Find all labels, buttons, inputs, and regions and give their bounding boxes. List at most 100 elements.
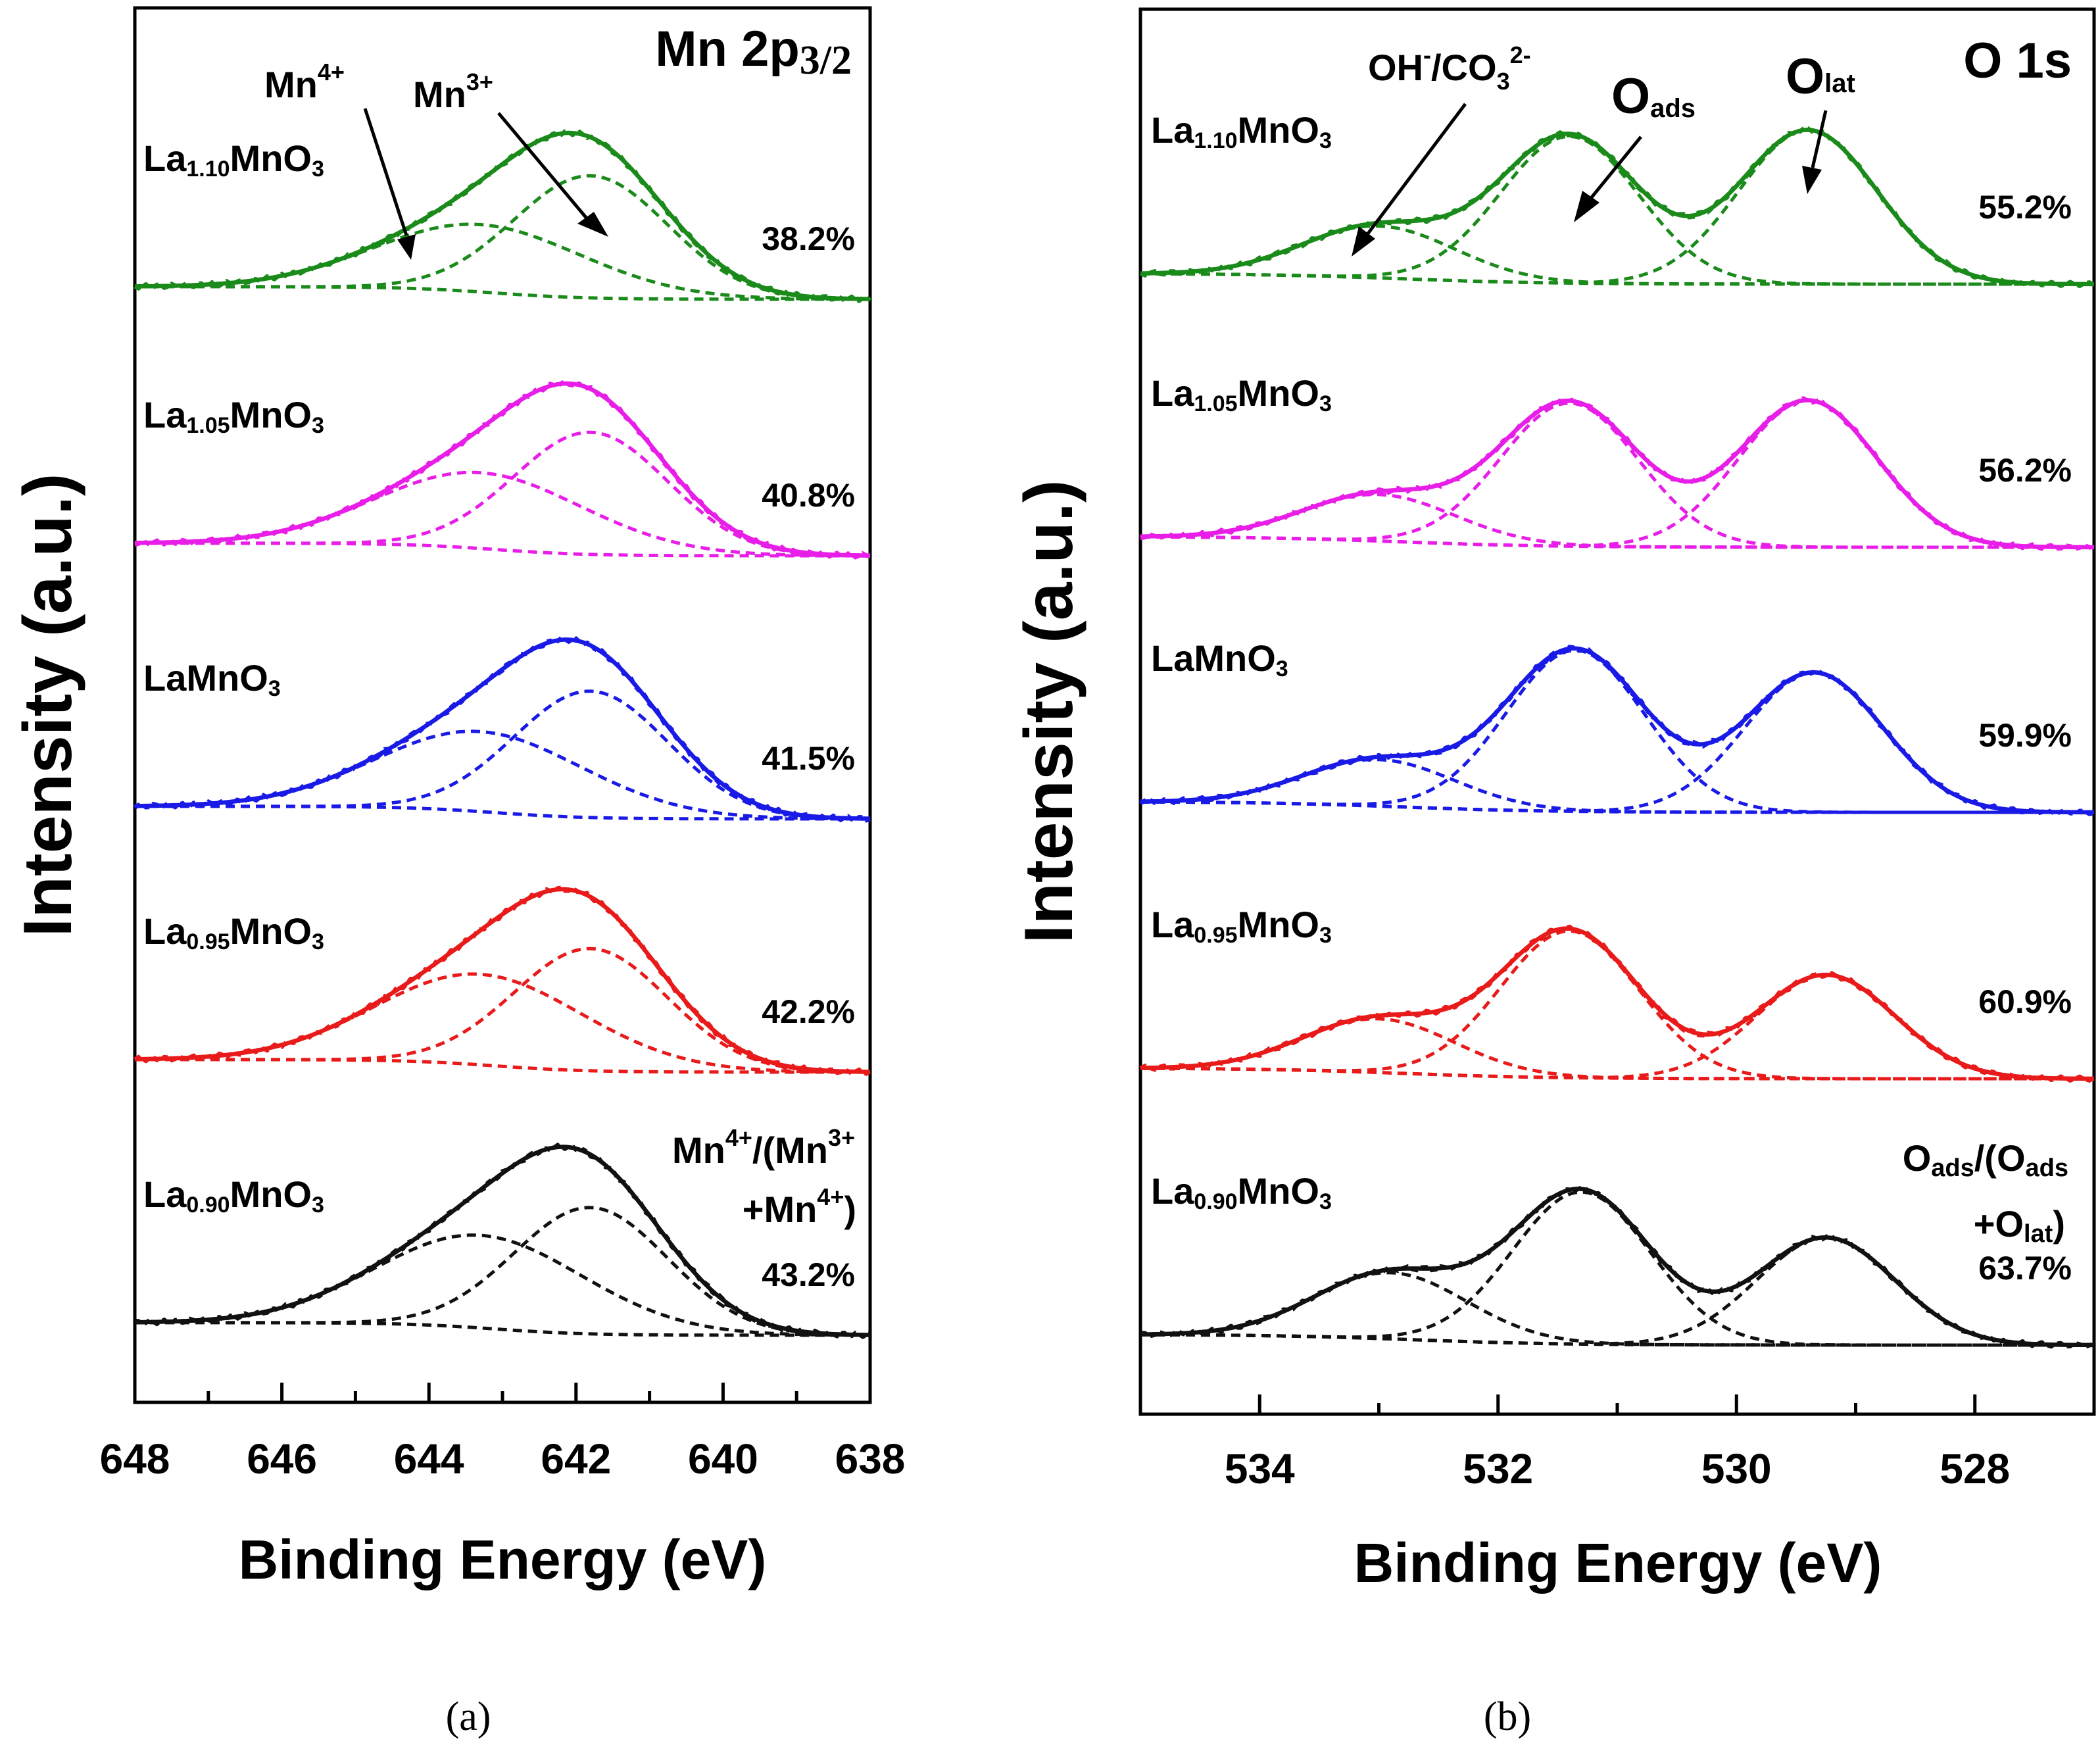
sample-label-LaMnO3: LaMnO3	[143, 657, 281, 701]
sample-label-La0.95MnO3: La0.95MnO3	[1151, 904, 1332, 948]
o-ads-peak-label: Oads	[1611, 68, 1696, 124]
panel-b-x-axis-label: Binding Energy (eV)	[1354, 1532, 1882, 1594]
panel-a-labels: La1.10MnO3 38.2% La1.05MnO3 40.8% LaMnO3 41.5…	[143, 137, 855, 1293]
panel-a-caption: (a)	[446, 1694, 491, 1739]
x-tick-label-532: 532	[1463, 1445, 1533, 1492]
mn4-peak-label: Mn4+	[264, 59, 345, 105]
component-1-La1.10MnO3	[1140, 224, 2094, 286]
component-2-La0.90MnO3	[135, 1206, 870, 1337]
component-3-La0.95MnO3	[1140, 973, 2094, 1081]
component-3-La0.90MnO3	[1140, 1236, 2094, 1347]
component-2-La1.05MnO3	[1140, 401, 2094, 549]
panel-b-caption: (b)	[1484, 1694, 1531, 1739]
panel-a-title-main: Mn 2p	[655, 21, 800, 77]
sample-label-La0.90MnO3: La0.90MnO3	[1151, 1170, 1332, 1214]
series-La1.05MnO3	[1140, 396, 2095, 552]
panel-a: 648 646 644 642 640 638 La1.10MnO3 38.2% La1.05…	[10, 6, 906, 1590]
series-La1.10MnO3	[134, 129, 872, 304]
series-La0.90MnO3	[1140, 1185, 2095, 1350]
component-3-La1.10MnO3	[1140, 128, 2095, 286]
panel-b-y-axis-label: Intensity (a.u.)	[1011, 480, 1087, 944]
mn3-arrowhead	[577, 212, 608, 237]
component-3-La1.05MnO3	[1140, 399, 2095, 549]
panel-b: 534 532 530 528 La1.10MnO3 55.2% La1.05MnO3 56…	[1011, 7, 2096, 1594]
panel-b-title: O 1s	[1963, 33, 2072, 89]
o-ads-arrow	[1590, 135, 1642, 199]
ratio-value-La1.10MnO3: 55.2%	[1978, 189, 2072, 226]
fit-envelope-La1.10MnO3	[134, 130, 870, 301]
o-lat-arrow	[1811, 110, 1828, 168]
sample-label-La0.90MnO3: La0.90MnO3	[143, 1173, 324, 1218]
series-La0.90MnO3	[134, 1143, 871, 1340]
sample-label-LaMnO3: LaMnO3	[1151, 637, 1288, 681]
x-tick-label-648: 648	[100, 1435, 170, 1483]
sample-label-La0.95MnO3: La0.95MnO3	[143, 910, 324, 954]
panel-a-title-sub: 3/2	[800, 38, 852, 83]
x-tick-label-530: 530	[1701, 1445, 1772, 1492]
fit-envelope-LaMnO3	[134, 637, 871, 821]
panel-a-ratio-label-line1: Mn4+/(Mn3+	[672, 1124, 855, 1171]
sample-label-La1.10MnO3: La1.10MnO3	[143, 137, 324, 182]
series-La0.95MnO3	[134, 885, 871, 1076]
sample-label-La1.05MnO3: La1.05MnO3	[143, 394, 324, 438]
sample-label-La1.05MnO3: La1.05MnO3	[1151, 372, 1332, 416]
component-2-La0.95MnO3	[135, 947, 870, 1074]
x-tick-label-646: 646	[247, 1435, 317, 1483]
component-3-LaMnO3	[1140, 671, 2094, 814]
panel-a-x-axis-label: Binding Energy (eV)	[239, 1529, 767, 1590]
ratio-value-LaMnO3: 41.5%	[762, 740, 855, 777]
fit-envelope-La1.10MnO3	[1140, 128, 2095, 287]
mn3-peak-label: Mn3+	[413, 68, 493, 115]
x-tick-label-638: 638	[835, 1435, 906, 1483]
raw-data-La1.05MnO3	[1140, 396, 2095, 552]
panel-b-curves	[1139, 126, 2095, 1350]
panel-b-ratio-label-line2: +Olat)	[1974, 1203, 2065, 1248]
ratio-value-La1.10MnO3: 38.2%	[762, 220, 855, 257]
component-2-La1.10MnO3	[1140, 134, 2094, 286]
fit-envelope-La0.95MnO3	[1140, 926, 2094, 1081]
x-tick-label-640: 640	[688, 1435, 758, 1483]
o-lat-arrowhead	[1802, 166, 1822, 194]
panel-b-ratio-label-line1: Oads/(Oads	[1903, 1137, 2068, 1182]
ratio-value-La0.95MnO3: 60.9%	[1978, 983, 2072, 1020]
sample-label-La1.10MnO3: La1.10MnO3	[1151, 109, 1332, 153]
mn3-arrow	[497, 112, 589, 220]
background-La1.05MnO3	[135, 541, 870, 558]
oh-co3-peak-label: OH-/CO32-	[1368, 41, 1531, 95]
oh-co3-arrowhead	[1352, 226, 1375, 257]
fit-envelope-La0.95MnO3	[135, 887, 871, 1074]
series-LaMnO3	[134, 635, 871, 823]
mn4-arrowhead	[397, 234, 416, 260]
series-La0.95MnO3	[1139, 924, 2095, 1083]
series-La1.10MnO3	[1139, 126, 2095, 289]
x-tick-label-642: 642	[541, 1435, 611, 1483]
mn4-arrow	[363, 108, 408, 236]
oh-co3-arrow	[1367, 103, 1467, 235]
ratio-value-La0.90MnO3: 43.2%	[762, 1256, 855, 1293]
raw-data-La1.10MnO3	[1139, 126, 2095, 289]
panel-a-y-axis-label: Intensity (a.u.)	[10, 474, 86, 937]
o-lat-peak-label: Olat	[1786, 49, 1855, 105]
ratio-value-LaMnO3: 59.9%	[1978, 717, 2072, 754]
fit-envelope-La1.05MnO3	[1140, 398, 2095, 550]
panel-a-curves	[134, 129, 872, 1340]
ratio-value-La0.90MnO3: 63.7%	[1978, 1250, 2072, 1287]
fit-envelope-La0.90MnO3	[135, 1145, 871, 1337]
component-2-LaMnO3	[135, 689, 870, 821]
panel-b-labels: La1.10MnO3 55.2% La1.05MnO3 56.2% LaMnO3 59.9…	[1151, 109, 2072, 1287]
series-La1.05MnO3	[134, 379, 871, 560]
panel-b-x-ticks: 534 532 530 528	[1138, 1394, 2096, 1492]
panel-a-x-ticks: 648 646 644 642 640 638	[100, 1383, 906, 1483]
o-ads-arrowhead	[1574, 191, 1599, 222]
x-tick-label-534: 534	[1225, 1445, 1295, 1492]
fit-envelope-La1.05MnO3	[135, 381, 870, 558]
x-tick-label-528: 528	[1940, 1445, 2010, 1492]
series-LaMnO3	[1139, 645, 2095, 817]
ratio-value-La1.05MnO3: 56.2%	[1978, 452, 2072, 489]
panel-a-title: Mn 2p3/2	[655, 21, 852, 83]
x-tick-label-644: 644	[394, 1435, 464, 1483]
panel-a-ratio-label-line2: +Mn4+)	[743, 1183, 856, 1230]
fit-envelope-La0.90MnO3	[1140, 1187, 2094, 1348]
ratio-value-La0.95MnO3: 42.2%	[762, 993, 855, 1030]
